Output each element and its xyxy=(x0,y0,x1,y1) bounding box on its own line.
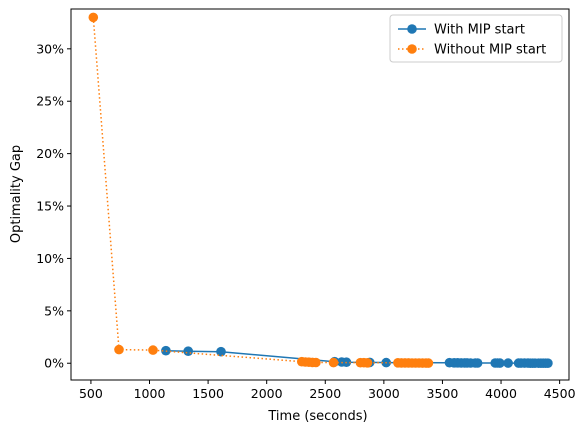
x-tick-label: 2500 xyxy=(309,386,341,401)
x-tick-label: 3000 xyxy=(368,386,400,401)
plot-area xyxy=(88,12,553,369)
x-tick-label: 500 xyxy=(79,386,103,401)
x-tick-label: 4500 xyxy=(544,386,576,401)
y-tick-label: 30% xyxy=(36,41,64,56)
data-point xyxy=(328,357,339,368)
legend-frame xyxy=(389,14,563,63)
x-tick-label: 3500 xyxy=(427,386,459,401)
series-line xyxy=(92,17,429,364)
data-point xyxy=(148,345,158,355)
data-point xyxy=(362,358,373,368)
legend-marker-without-mip xyxy=(407,44,417,54)
data-point xyxy=(543,358,553,369)
y-tick-label: 0% xyxy=(44,356,64,371)
data-point xyxy=(423,358,434,368)
y-axis: 0% 5% 10% 15% 20% 25% 30% xyxy=(36,41,71,371)
data-point xyxy=(503,358,513,368)
data-point xyxy=(472,358,483,368)
y-tick-label: 5% xyxy=(44,303,64,318)
y-tick-label: 10% xyxy=(36,251,64,266)
x-tick-label: 4000 xyxy=(485,386,517,401)
legend-label-without-mip: Without MIP start xyxy=(434,43,546,58)
y-axis-label: Optimality Gap xyxy=(9,145,24,243)
data-point xyxy=(88,12,99,23)
legend-label-with-mip: With MIP start xyxy=(434,23,525,38)
data-point xyxy=(183,346,193,357)
y-tick-label: 15% xyxy=(36,199,64,214)
x-tick-label: 1000 xyxy=(134,386,166,401)
data-point xyxy=(216,346,226,357)
axes-frame xyxy=(70,8,570,381)
y-tick-label: 20% xyxy=(36,146,64,161)
x-axis: 500 1000 1500 2000 2500 3000 3500 4000 4500 xyxy=(79,380,576,401)
data-point xyxy=(495,358,505,368)
y-tick-label: 25% xyxy=(36,94,64,109)
legend-marker-with-mip xyxy=(407,24,417,34)
x-tick-label: 1500 xyxy=(192,386,224,401)
data-point xyxy=(114,344,124,355)
legend: With MIP start Without MIP start xyxy=(389,14,563,63)
x-tick-label: 2000 xyxy=(251,386,283,401)
data-point xyxy=(311,357,321,368)
x-axis-label: Time (seconds) xyxy=(267,409,367,424)
series-without-mip-start xyxy=(88,12,434,368)
